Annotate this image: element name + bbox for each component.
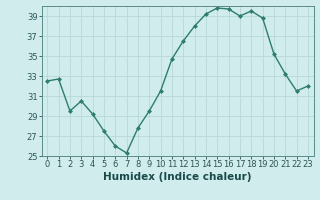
X-axis label: Humidex (Indice chaleur): Humidex (Indice chaleur) xyxy=(103,172,252,182)
